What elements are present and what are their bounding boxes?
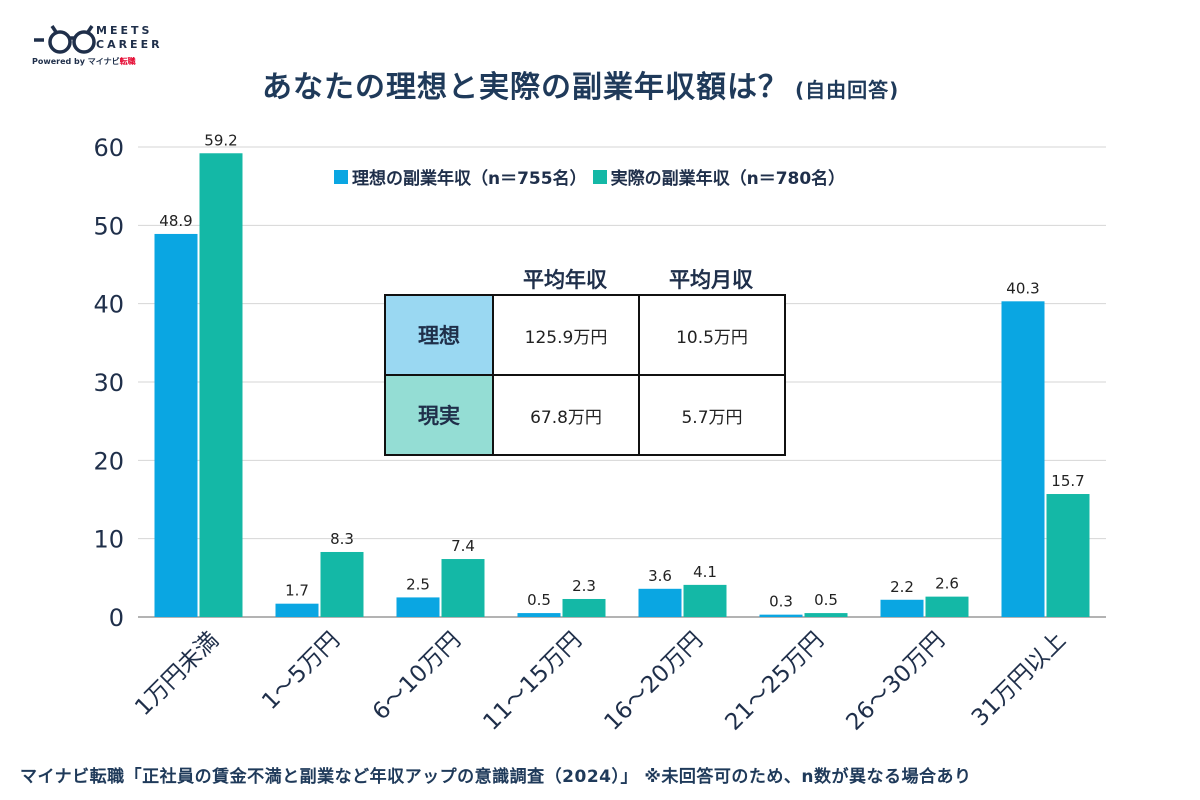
data-label: 15.7 (1051, 472, 1084, 490)
legend-swatch-ideal (334, 169, 348, 184)
data-label: 8.3 (330, 530, 354, 548)
chart-title-main: あなたの理想と実際の副業年収額は？ (262, 70, 789, 105)
bar-actual (441, 559, 485, 617)
x-tick-label: 26～30万円 (841, 627, 950, 736)
data-label: 7.4 (451, 537, 475, 555)
row-label-ideal: 理想 (384, 294, 494, 376)
data-label: 59.2 (204, 131, 237, 149)
source-footnote: マイナビ転職「正社員の賃金不満と副業など年収アップの意識調査（2024）」 ※未… (20, 767, 972, 787)
logo-wordmark: MEETS CAREER (96, 24, 163, 52)
bar-ideal (517, 613, 561, 617)
average-income-table: 理想 125.9万円 10.5万円 現実 67.8万円 5.7万円 (384, 294, 786, 456)
actual-annual-value: 67.8万円 (492, 374, 640, 456)
binoculars-logo-icon (34, 25, 96, 54)
ideal-monthly-value: 10.5万円 (638, 294, 786, 376)
tenshoku-text: 転職 (119, 57, 136, 66)
chart-title: あなたの理想と実際の副業年収額は？ (自由回答) (262, 62, 899, 106)
bar-actual (804, 613, 848, 617)
bar-ideal (154, 233, 198, 617)
y-tick-label: 50 (93, 212, 124, 240)
data-label: 48.9 (159, 212, 192, 230)
y-tick-label: 20 (93, 447, 124, 475)
table-header-monthly: 平均月収 (669, 268, 753, 292)
x-tick-label: 16～20万円 (599, 627, 708, 736)
data-label: 0.5 (814, 591, 838, 609)
mynavi-text: マイナビ (87, 57, 120, 66)
data-label: 2.3 (572, 577, 596, 595)
bar-actual (320, 551, 364, 617)
ideal-annual-value: 125.9万円 (492, 294, 640, 376)
legend-item-ideal: 理想の副業年収（n＝755名） (334, 164, 587, 189)
data-label: 1.7 (285, 582, 309, 600)
legend-swatch-actual (592, 169, 607, 184)
x-tick-label: 31万円以上 (967, 627, 1071, 731)
data-label: 0.5 (527, 591, 551, 609)
data-label: 2.2 (890, 578, 914, 596)
x-tick-label: 21～25万円 (720, 627, 829, 736)
actual-monthly-value: 5.7万円 (638, 374, 786, 456)
bar-ideal (396, 597, 440, 617)
bar-ideal (880, 599, 924, 617)
row-label-actual: 現実 (384, 374, 494, 456)
meets-career-logo (34, 25, 96, 54)
legend-label-ideal: 理想の副業年収（n＝755名） (352, 169, 587, 189)
legend-item-actual: 実際の副業年収（n＝780名） (592, 164, 846, 189)
logo-line-2: CAREER (96, 38, 163, 51)
table-header-annual: 平均年収 (523, 268, 607, 292)
x-tick-label: 11～15万円 (478, 627, 587, 736)
legend-label-actual: 実際の副業年収（n＝780名） (610, 169, 846, 189)
chart-legend: 理想の副業年収（n＝755名） 実際の副業年収（n＝780名） (334, 164, 851, 189)
bar-actual (562, 598, 606, 617)
y-tick-label: 0 (109, 604, 124, 632)
y-tick-label: 60 (93, 134, 124, 162)
table-row-actual: 現実 67.8万円 5.7万円 (384, 374, 786, 456)
powered-by-text: Powered by (32, 57, 85, 66)
data-label: 0.3 (769, 593, 793, 611)
bar-ideal (759, 614, 803, 617)
x-tick-label: 1～5万円 (257, 627, 345, 715)
x-tick-label: 6～10万円 (368, 627, 466, 725)
bar-ideal (638, 588, 682, 617)
powered-by: Powered by マイナビ転職 (32, 56, 136, 67)
x-tick-label: 1万円未満 (130, 627, 224, 721)
logo-line-1: MEETS (96, 24, 153, 37)
data-label: 3.6 (648, 567, 672, 585)
y-tick-label: 40 (93, 291, 124, 319)
bar-ideal (1001, 301, 1045, 617)
data-label: 2.6 (935, 575, 959, 593)
bar-actual (683, 584, 727, 617)
data-label: 2.5 (406, 575, 430, 593)
y-tick-label: 30 (93, 369, 124, 397)
bar-actual (199, 153, 243, 617)
data-label: 40.3 (1006, 279, 1039, 297)
bar-ideal (275, 603, 319, 617)
chart-title-note: (自由回答) (795, 78, 900, 102)
bar-actual (1046, 494, 1090, 617)
y-tick-label: 10 (93, 526, 124, 554)
data-label: 4.1 (693, 563, 717, 581)
bar-actual (925, 596, 969, 617)
table-row-ideal: 理想 125.9万円 10.5万円 (384, 294, 786, 376)
